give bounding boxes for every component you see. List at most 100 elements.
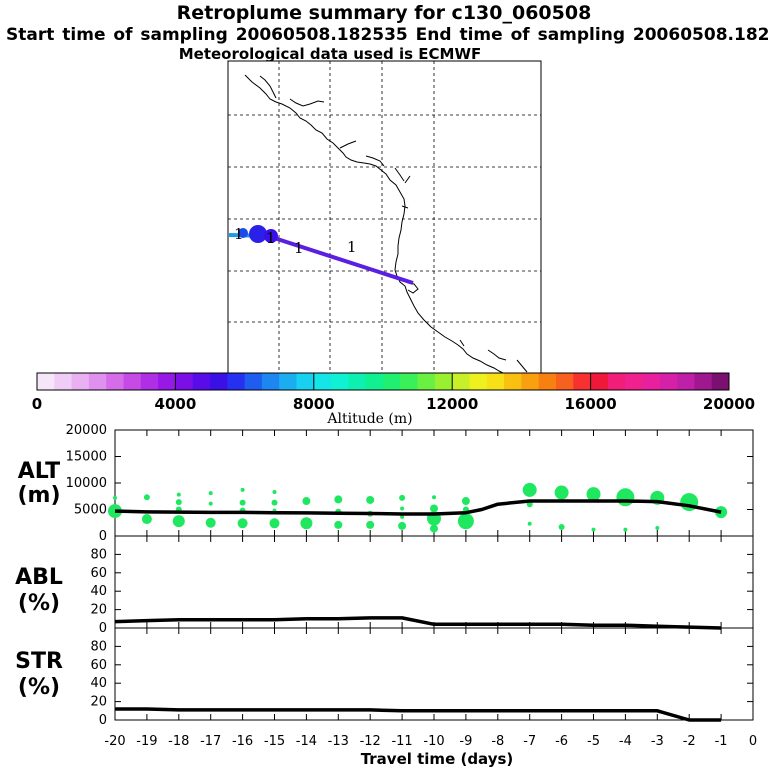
trajectory-marker bbox=[238, 228, 248, 238]
altitude-point bbox=[334, 520, 343, 529]
panel-unit-label: (m) bbox=[17, 483, 60, 508]
colorbar-swatch bbox=[313, 373, 332, 390]
colorbar-swatch bbox=[677, 373, 695, 390]
series-line bbox=[115, 707, 722, 722]
x-tick-label: -3 bbox=[651, 734, 664, 749]
y-tick-label: 0 bbox=[99, 713, 107, 728]
colorbar-swatch bbox=[279, 373, 297, 390]
altitude-point bbox=[655, 526, 660, 531]
series-line bbox=[114, 616, 722, 630]
colorbar-dividers bbox=[174, 373, 592, 390]
altitude-point bbox=[302, 497, 311, 506]
colorbar-swatch bbox=[331, 373, 349, 390]
altitude-point bbox=[430, 524, 438, 533]
colorbar-swatch bbox=[521, 373, 540, 390]
altitude-point bbox=[300, 517, 313, 530]
altitude-point bbox=[715, 506, 728, 519]
x-tick-label: -16 bbox=[232, 734, 253, 749]
x-tick-label: -12 bbox=[360, 734, 381, 749]
y-tick-label: 5000 bbox=[74, 503, 107, 518]
track-label: 1 bbox=[294, 239, 304, 257]
colorbar-swatch bbox=[244, 373, 263, 390]
altitude-point bbox=[522, 482, 537, 497]
altitude-point bbox=[558, 523, 565, 530]
x-tick-label: -4 bbox=[619, 734, 632, 749]
altitude-point bbox=[176, 492, 181, 497]
altitude-point bbox=[269, 518, 280, 529]
colorbar-tick-label: 4000 bbox=[155, 395, 197, 413]
colorbar-swatch bbox=[348, 373, 367, 390]
trajectory-track bbox=[267, 234, 414, 285]
altitude-point bbox=[398, 521, 407, 530]
colorbar-swatch bbox=[37, 373, 55, 390]
y-tick-label: 60 bbox=[90, 658, 107, 673]
panel-unit-label: (%) bbox=[18, 591, 60, 616]
x-tick-label: -1 bbox=[715, 734, 728, 749]
colorbar-swatch bbox=[469, 373, 488, 390]
map-grid bbox=[228, 61, 541, 373]
colorbar-swatch bbox=[71, 373, 90, 390]
altitude-point bbox=[591, 527, 596, 532]
colorbar-tick-label: 20000 bbox=[703, 395, 755, 413]
map-frame bbox=[227, 60, 542, 374]
altitude-point bbox=[334, 495, 343, 504]
colorbar-swatch bbox=[538, 373, 557, 390]
x-tick-label: -7 bbox=[523, 734, 536, 749]
panel-abl: 0 20 40 60 80 ABL(%) bbox=[15, 535, 754, 636]
colorbar-swatch bbox=[625, 373, 643, 390]
colorbar-frame bbox=[36, 372, 730, 391]
colorbar-swatch bbox=[452, 373, 470, 390]
y-tick-label: 40 bbox=[90, 676, 107, 691]
x-tick-label: -14 bbox=[296, 734, 317, 749]
panel-str: 0 20 40 60 80 STR(%) bbox=[15, 627, 754, 728]
x-tick-label: -10 bbox=[423, 734, 444, 749]
panel-alt: 0 5000 10000 15000 20000 ALT(m) bbox=[17, 423, 754, 544]
sampling-times: Start time of sampling 20060508.182535 E… bbox=[6, 25, 768, 45]
track-label: 1 bbox=[234, 225, 244, 243]
altitude-point bbox=[430, 504, 438, 513]
altitude-point bbox=[239, 499, 246, 506]
colorbar-title: Altitude (m) bbox=[326, 411, 412, 427]
colorbar-swatches bbox=[37, 373, 730, 390]
colorbar-swatch bbox=[711, 373, 730, 390]
altitude-point bbox=[366, 520, 375, 529]
colorbar-swatch bbox=[486, 373, 505, 390]
colorbar-swatch bbox=[504, 373, 522, 390]
trajectory-marker bbox=[264, 229, 278, 243]
x-tick-label: -8 bbox=[491, 734, 504, 749]
colorbar-swatch bbox=[158, 373, 176, 390]
colorbar-swatch bbox=[434, 373, 453, 390]
x-tick-label: -11 bbox=[391, 734, 412, 749]
colorbar-swatch bbox=[175, 373, 194, 390]
colorbar-swatch bbox=[106, 373, 124, 390]
y-tick-label: 80 bbox=[90, 639, 107, 654]
time-series-panels: 05000100001500020000ALT(m)020406080ABL(%… bbox=[15, 423, 757, 749]
colorbar-swatch bbox=[556, 373, 574, 390]
altitude-point bbox=[143, 494, 150, 501]
track-label: 1 bbox=[266, 229, 276, 247]
colorbar-swatch bbox=[296, 373, 315, 390]
panel-label: ALT bbox=[18, 459, 60, 484]
x-axis-title: Travel time (days) bbox=[361, 750, 514, 768]
y-tick-label: 80 bbox=[90, 547, 107, 562]
altitude-point bbox=[461, 497, 470, 506]
coastline bbox=[259, 75, 528, 373]
met-data-source: Meteorological data used is ECMWF bbox=[178, 45, 482, 63]
altitude-point bbox=[554, 485, 569, 500]
colorbar-swatch bbox=[642, 373, 661, 390]
x-tick-label: -18 bbox=[168, 734, 189, 749]
colorbar-swatch bbox=[192, 373, 211, 390]
altitude-point bbox=[113, 495, 117, 500]
altitude-point bbox=[237, 518, 248, 529]
colorbar-swatch bbox=[123, 373, 142, 390]
x-tick-label: -13 bbox=[328, 734, 349, 749]
altitude-point bbox=[272, 490, 277, 495]
y-tick-label: 0 bbox=[99, 529, 107, 544]
y-tick-label: 60 bbox=[90, 566, 107, 581]
altitude-point bbox=[141, 514, 152, 525]
y-tick-label: 10000 bbox=[66, 476, 107, 491]
panel-label: ABL bbox=[15, 565, 63, 590]
colorbar-swatch bbox=[573, 373, 592, 390]
altitude-point bbox=[108, 504, 122, 519]
